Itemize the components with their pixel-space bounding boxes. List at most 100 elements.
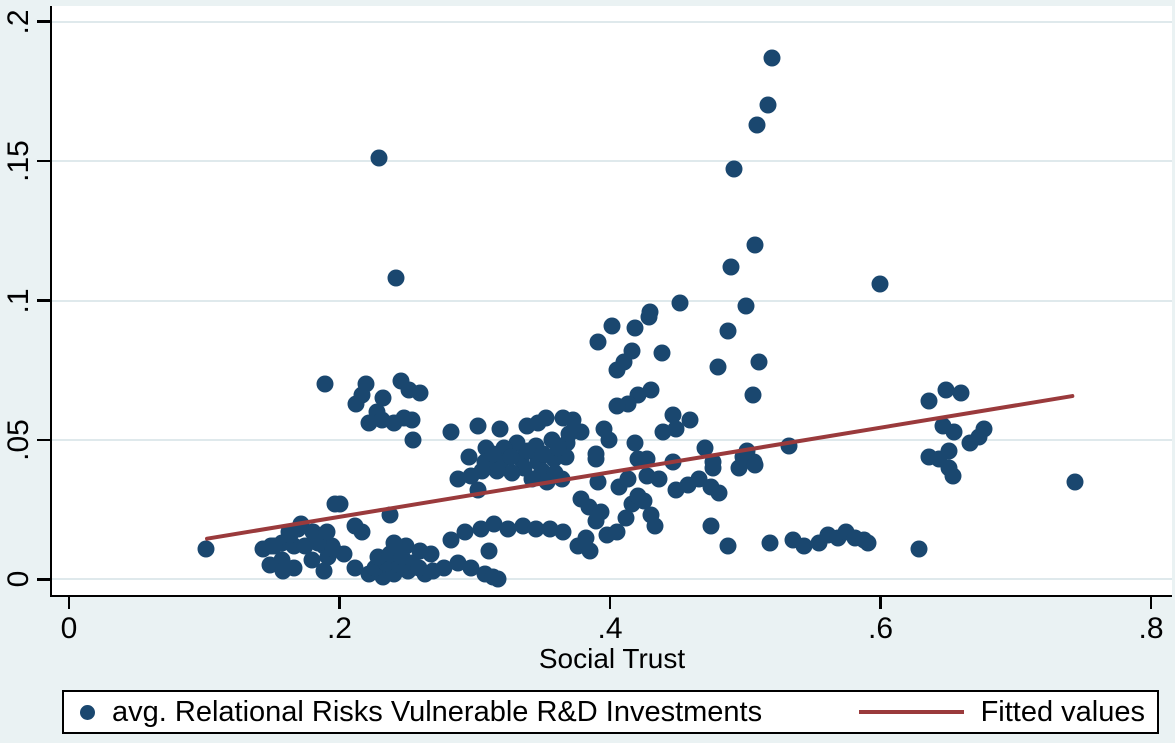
scatter-point (541, 520, 559, 538)
scatter-point (855, 531, 873, 549)
scatter-point (642, 381, 660, 399)
scatter-point (746, 236, 764, 254)
scatter-point (347, 395, 365, 413)
scatter-point (702, 517, 720, 535)
scatter-point (671, 294, 689, 312)
scatter-point (608, 523, 626, 541)
scatter-point (315, 562, 333, 580)
scatter-point (626, 319, 644, 337)
scatter-point (346, 559, 364, 577)
legend: avg. Relational Risks Vulnerable R&D Inv… (62, 690, 1159, 734)
gridline (52, 299, 1172, 302)
scatter-point (480, 542, 498, 560)
scatter-point (261, 556, 279, 574)
scatter-point (491, 420, 509, 438)
scatter-point (619, 470, 637, 488)
scatter-point (737, 297, 755, 315)
scatter-point (667, 420, 685, 438)
scatter-point (265, 537, 283, 555)
scatter-point (608, 361, 626, 379)
scatter-point (534, 445, 552, 463)
y-tick (37, 299, 50, 302)
scatter-point (499, 520, 517, 538)
scatter-point (681, 411, 699, 429)
gridline (52, 160, 1172, 163)
scatter-point (549, 439, 567, 457)
scatter-point (502, 448, 520, 466)
scatter-point (709, 358, 726, 376)
x-tick (879, 596, 882, 609)
scatter-point (944, 467, 962, 485)
scatter-point (608, 397, 626, 415)
x-tick-label: .4 (597, 612, 623, 645)
scatter-point (472, 520, 490, 538)
y-tick-label: .1 (2, 287, 35, 314)
scatter-point (403, 411, 421, 429)
scatter-point (746, 456, 764, 474)
y-tick (37, 438, 50, 442)
scatter-point (589, 473, 607, 491)
x-tick-label: 0 (60, 612, 78, 645)
y-tick-label: .15 (2, 140, 35, 182)
scatter-point (748, 116, 766, 134)
scatter-point (650, 470, 668, 488)
scatter-point (435, 559, 453, 577)
scatter-point (587, 512, 605, 530)
gridline (52, 578, 1172, 581)
scatter-point (296, 537, 314, 555)
scatter-point (514, 517, 532, 535)
scatter-marker-icon (80, 704, 95, 720)
scatter-point (641, 303, 659, 321)
x-tick-label: .6 (868, 612, 894, 645)
scatter-point (503, 464, 521, 482)
x-tick (338, 596, 341, 609)
scatter-point (381, 506, 399, 524)
scatter-point (704, 459, 722, 477)
scatter-point (587, 450, 605, 468)
scatter-point (449, 470, 467, 488)
fitted-line-icon (858, 710, 964, 714)
scatter-point (197, 540, 215, 558)
scatter-point (560, 425, 578, 443)
scatter-point (589, 333, 607, 351)
scatter-point (554, 409, 572, 427)
scatter-point (722, 258, 740, 276)
x-tick-label: .2 (326, 612, 352, 645)
legend-fitted-group: Fitted values (858, 695, 1145, 729)
scatter-point (603, 317, 621, 335)
scatter-point (952, 384, 970, 402)
x-axis-title: Social Trust (538, 643, 686, 674)
gridline (52, 20, 1172, 23)
scatter-point (970, 428, 988, 446)
scatter-point (410, 559, 428, 577)
scatter-point (519, 442, 537, 460)
scatter-point (393, 548, 411, 566)
scatter-point (744, 386, 762, 404)
scatter-point (485, 515, 503, 533)
scatter-point (653, 344, 671, 362)
scatter-point (462, 559, 480, 577)
scatter-point (318, 523, 336, 541)
scatter-point (387, 269, 405, 287)
scatter-point (326, 495, 344, 513)
y-tick (37, 578, 50, 581)
scatter-point (719, 537, 737, 555)
scatter-point (725, 160, 743, 178)
scatter-point (617, 509, 635, 527)
scatter-point (484, 445, 502, 463)
scatter-point (945, 423, 963, 441)
y-tick-label: .05 (2, 419, 35, 461)
scatter-point (871, 275, 889, 293)
scatter-point (411, 384, 429, 402)
scatter-point (374, 389, 392, 407)
x-tick (608, 596, 612, 609)
legend-fitted-label: Fitted values (980, 695, 1145, 728)
scatter-point (920, 392, 938, 410)
x-tick (1149, 596, 1153, 609)
scatter-point (462, 467, 480, 485)
scatter-point (795, 537, 813, 555)
scatter-point (353, 523, 371, 541)
scatter-point (554, 523, 572, 541)
scatter-point (1066, 473, 1084, 491)
